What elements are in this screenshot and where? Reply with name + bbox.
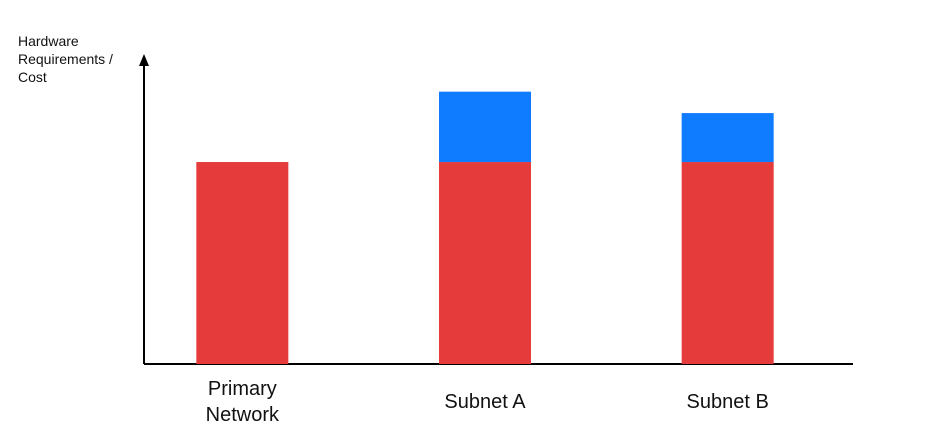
x-tick-label: Primary Network <box>205 378 279 426</box>
bar-segment <box>196 162 289 364</box>
bar-segment <box>439 91 531 163</box>
bar-segment <box>681 162 774 364</box>
y-axis-arrow <box>139 54 149 66</box>
x-tick-label: Subnet A <box>444 391 526 413</box>
x-tick-label: Subnet B <box>686 391 769 413</box>
bar-segment <box>439 162 531 364</box>
y-axis-title: Hardware Requirements / Cost <box>18 33 113 85</box>
bar-segment <box>681 113 774 163</box>
